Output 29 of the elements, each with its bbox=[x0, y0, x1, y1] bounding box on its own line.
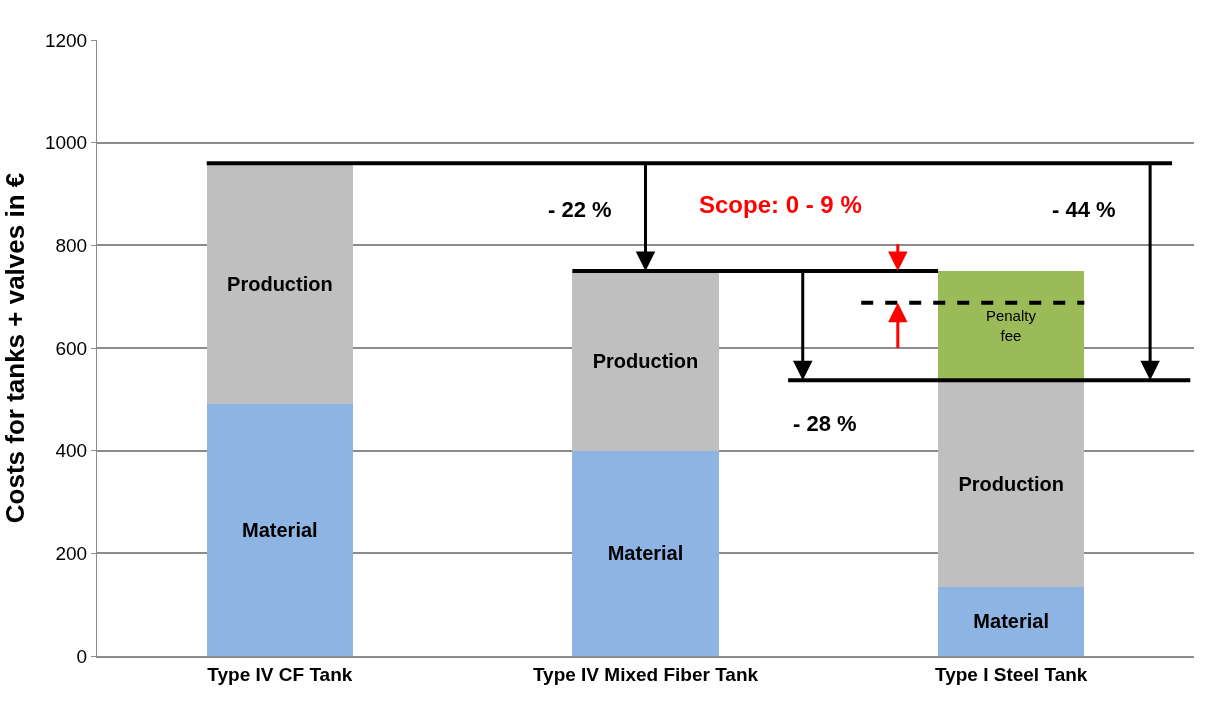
x-tick-label: Type IV CF Tank bbox=[207, 663, 353, 685]
bar bbox=[938, 271, 1085, 381]
y-tick-label: 600 bbox=[55, 337, 88, 359]
bar bbox=[938, 586, 1085, 656]
bar bbox=[572, 450, 719, 656]
y-tick-label: 200 bbox=[55, 542, 88, 564]
annotation: - 44 % bbox=[1052, 197, 1116, 222]
y-tick-label: 1200 bbox=[44, 29, 88, 51]
y-axis-title: Costs for tanks + valves in € bbox=[0, 172, 30, 524]
bar bbox=[572, 271, 719, 451]
annotation: Scope: 0 - 9 % bbox=[699, 191, 862, 218]
series-label: Production bbox=[958, 472, 1064, 495]
series-label: Penalty fee bbox=[985, 307, 1037, 344]
y-tick-label: 800 bbox=[55, 234, 88, 256]
y-tick-label: 0 bbox=[76, 645, 88, 667]
bar bbox=[938, 380, 1085, 587]
y-tick-label: 1000 bbox=[44, 132, 88, 154]
annotation: - 28 % bbox=[793, 411, 857, 436]
x-tick-label: Type I Steel Tank bbox=[934, 663, 1088, 685]
x-tick-label: Type IV Mixed Fiber Tank bbox=[532, 663, 759, 685]
text: Production bbox=[592, 349, 699, 372]
y-tick-label: 400 bbox=[55, 440, 88, 462]
bar bbox=[206, 163, 353, 405]
text: Material bbox=[242, 519, 318, 542]
text: Production bbox=[227, 272, 333, 295]
annotation: - 22 % bbox=[548, 197, 612, 222]
bar bbox=[206, 404, 353, 656]
series-label: Material bbox=[973, 610, 1049, 633]
text: Material bbox=[607, 542, 684, 565]
